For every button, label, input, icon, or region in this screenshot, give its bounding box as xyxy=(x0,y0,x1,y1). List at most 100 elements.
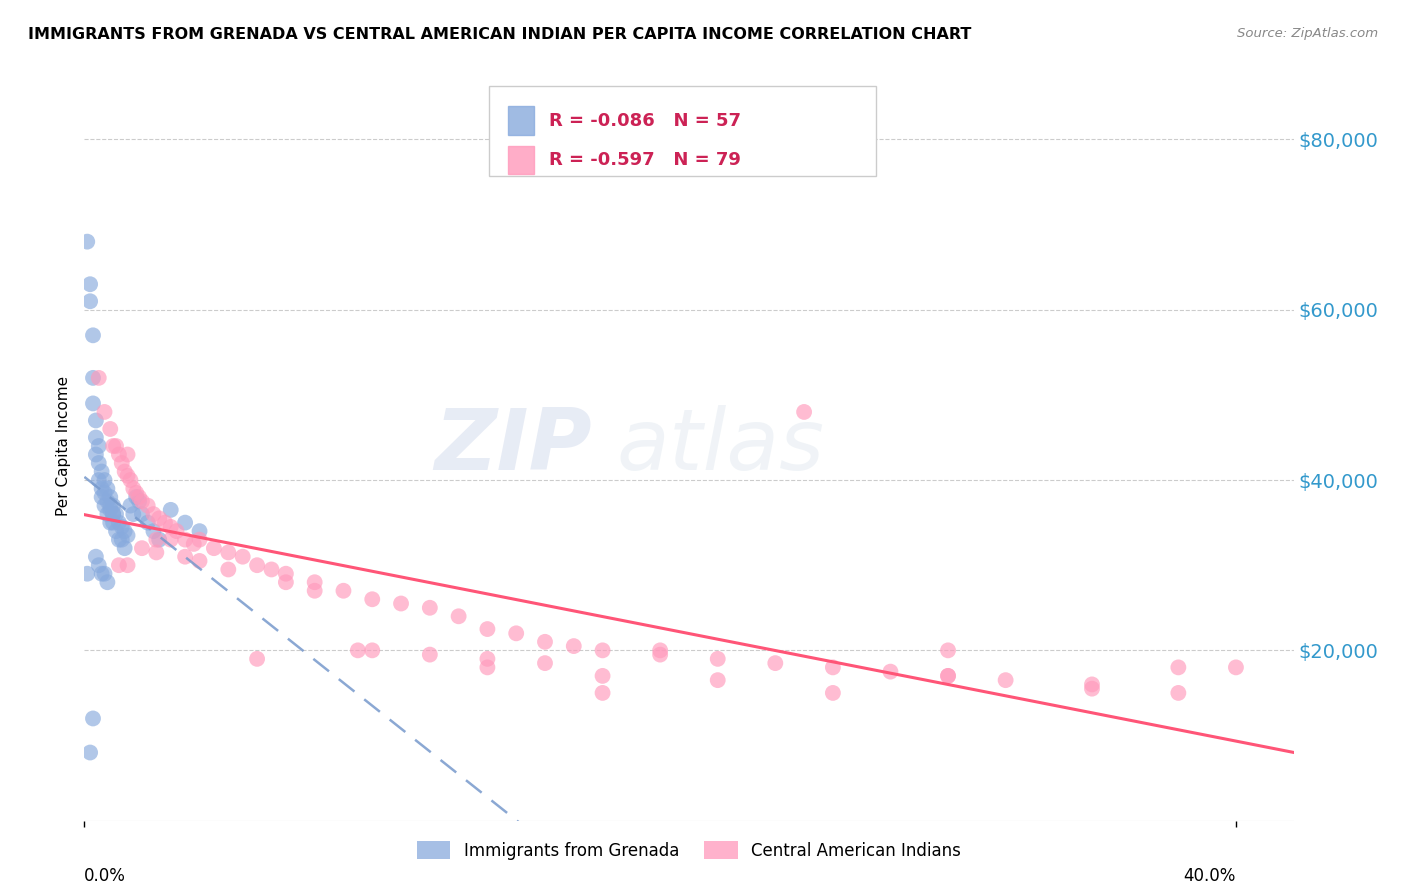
Point xyxy=(90,482,112,496)
Point xyxy=(93,473,115,487)
Point xyxy=(202,541,225,556)
Point xyxy=(153,516,176,530)
Bar xyxy=(508,145,534,174)
Point xyxy=(1081,677,1104,691)
Point xyxy=(108,516,131,530)
Point xyxy=(936,669,959,683)
Point xyxy=(101,499,124,513)
Point xyxy=(447,609,470,624)
Bar xyxy=(508,106,534,135)
Point xyxy=(188,524,211,538)
Point xyxy=(76,235,98,249)
Point xyxy=(174,549,197,564)
Point xyxy=(84,413,107,427)
Point xyxy=(96,482,118,496)
Point xyxy=(936,643,959,657)
Point xyxy=(125,486,148,500)
Point xyxy=(101,507,124,521)
Point xyxy=(131,541,153,556)
Point xyxy=(232,549,254,564)
Point xyxy=(188,554,211,568)
Text: Source: ZipAtlas.com: Source: ZipAtlas.com xyxy=(1237,27,1378,40)
Point xyxy=(111,456,134,470)
Point xyxy=(419,648,441,662)
Point xyxy=(125,490,148,504)
Point xyxy=(477,660,499,674)
Point xyxy=(763,656,786,670)
Point xyxy=(108,448,131,462)
Point xyxy=(136,516,159,530)
Point xyxy=(148,533,170,547)
Point xyxy=(166,524,188,538)
Point xyxy=(879,665,901,679)
Point xyxy=(592,669,614,683)
Point xyxy=(534,656,557,670)
Point xyxy=(117,558,139,573)
Point xyxy=(87,371,110,385)
Point xyxy=(793,405,815,419)
Point xyxy=(87,439,110,453)
Point xyxy=(217,545,239,559)
Text: 40.0%: 40.0% xyxy=(1184,867,1236,886)
Point xyxy=(1167,686,1189,700)
Point xyxy=(1225,660,1247,674)
Point xyxy=(122,482,145,496)
Text: R = -0.597   N = 79: R = -0.597 N = 79 xyxy=(548,151,741,169)
Point xyxy=(117,448,139,462)
Point xyxy=(114,465,136,479)
Point xyxy=(361,592,384,607)
Point xyxy=(419,600,441,615)
Point xyxy=(174,533,197,547)
Point xyxy=(79,277,101,292)
Point xyxy=(84,549,107,564)
Point xyxy=(105,439,128,453)
Point xyxy=(82,371,104,385)
Text: R = -0.086   N = 57: R = -0.086 N = 57 xyxy=(548,112,741,129)
Point xyxy=(87,473,110,487)
Point xyxy=(108,558,131,573)
Point xyxy=(650,643,672,657)
Point xyxy=(821,660,844,674)
Point xyxy=(174,516,197,530)
Point xyxy=(93,499,115,513)
Point xyxy=(120,473,142,487)
Point xyxy=(87,456,110,470)
Point xyxy=(101,439,124,453)
Point xyxy=(101,507,124,521)
Point xyxy=(90,490,112,504)
Point xyxy=(111,520,134,534)
Point xyxy=(90,465,112,479)
Point xyxy=(142,507,165,521)
Point xyxy=(142,524,165,538)
Point xyxy=(120,499,142,513)
Point xyxy=(131,507,153,521)
Point xyxy=(159,533,181,547)
Point xyxy=(114,541,136,556)
Point xyxy=(246,652,269,666)
Point xyxy=(84,448,107,462)
Point xyxy=(82,711,104,725)
Point xyxy=(304,583,326,598)
Point xyxy=(105,524,128,538)
Point xyxy=(274,566,297,581)
Text: atlas: atlas xyxy=(616,404,824,488)
Point xyxy=(93,566,115,581)
Point xyxy=(260,562,283,576)
Text: 0.0%: 0.0% xyxy=(84,867,127,886)
Point xyxy=(131,494,153,508)
Point xyxy=(128,490,150,504)
Point xyxy=(76,566,98,581)
Point xyxy=(188,533,211,547)
Point xyxy=(117,468,139,483)
Point xyxy=(136,499,159,513)
Text: IMMIGRANTS FROM GRENADA VS CENTRAL AMERICAN INDIAN PER CAPITA INCOME CORRELATION: IMMIGRANTS FROM GRENADA VS CENTRAL AMERI… xyxy=(28,27,972,42)
Point xyxy=(108,533,131,547)
Point xyxy=(936,669,959,683)
Point xyxy=(821,686,844,700)
Point xyxy=(274,575,297,590)
Point xyxy=(105,507,128,521)
Point xyxy=(347,643,370,657)
Point xyxy=(117,528,139,542)
Point xyxy=(159,520,181,534)
Point xyxy=(477,652,499,666)
